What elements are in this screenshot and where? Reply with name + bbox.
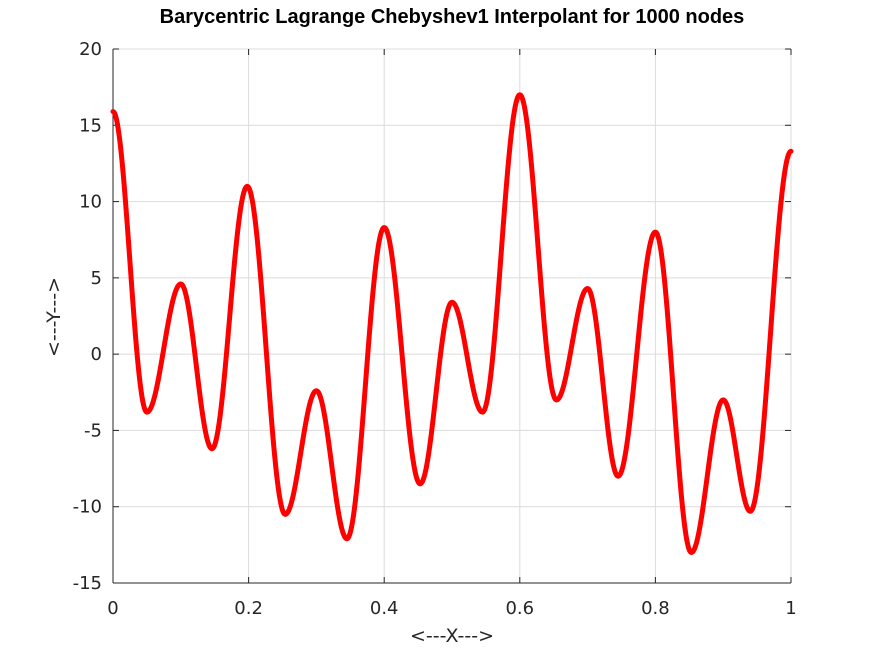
y-tick-label: 5 bbox=[91, 268, 102, 289]
series-group bbox=[110, 92, 794, 555]
y-ticks: -15 -10 -5 0 5 10 15 20 bbox=[73, 39, 791, 594]
y-tick-label: 15 bbox=[79, 115, 102, 136]
x-ticks: 0 0.2 0.4 0.6 0.8 1 bbox=[107, 49, 797, 619]
x-tick-label: 0.4 bbox=[370, 598, 399, 619]
y-axis-label: <---Y---> bbox=[43, 277, 65, 357]
y-tick-label: 20 bbox=[79, 39, 102, 60]
y-tick-label: 10 bbox=[79, 192, 102, 213]
x-tick-label: 1 bbox=[785, 598, 796, 619]
x-tick-label: 0.8 bbox=[641, 598, 670, 619]
grid bbox=[112, 48, 792, 584]
series-line bbox=[110, 92, 794, 555]
x-tick-label: 0.2 bbox=[234, 598, 263, 619]
y-tick-label: 0 bbox=[91, 344, 102, 365]
y-tick-label: -5 bbox=[84, 420, 102, 441]
x-tick-label: 0.6 bbox=[505, 598, 534, 619]
axes bbox=[112, 49, 791, 584]
y-tick-label: -15 bbox=[73, 573, 102, 594]
x-axis-label: <---X---> bbox=[410, 625, 494, 647]
x-tick-label: 0 bbox=[107, 598, 118, 619]
chart-title: Barycentric Lagrange Chebyshev1 Interpol… bbox=[160, 6, 745, 28]
y-tick-label: -10 bbox=[73, 497, 102, 518]
